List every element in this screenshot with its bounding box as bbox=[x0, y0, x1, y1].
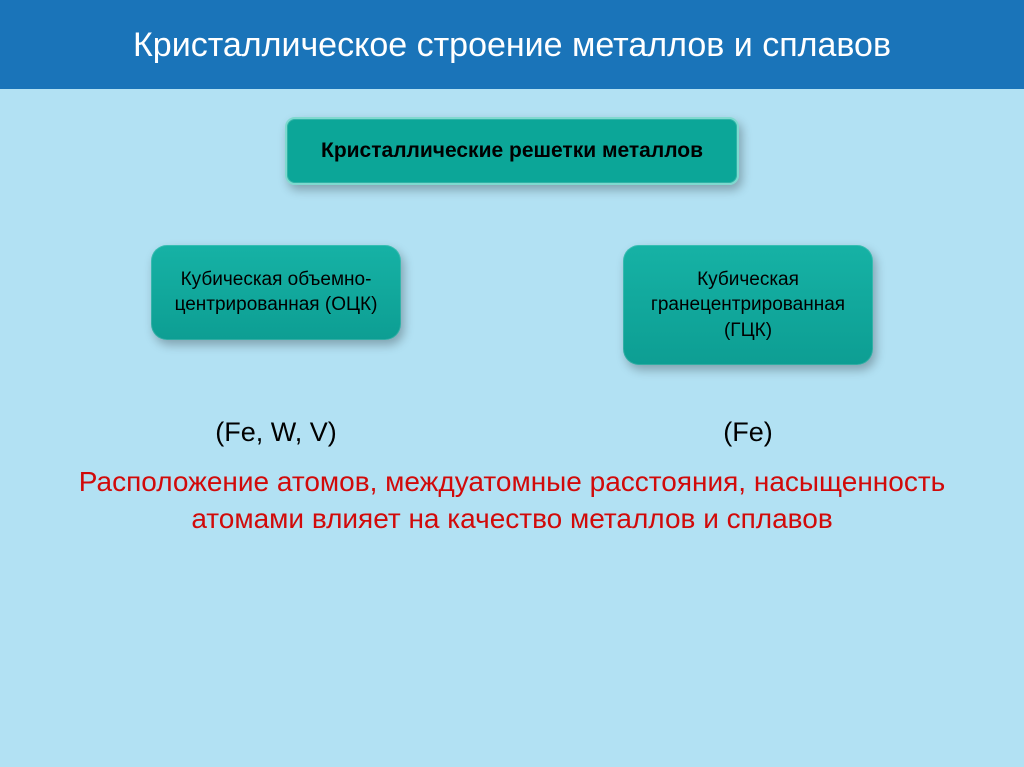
element-labels-row: (Fe, W, V) (Fe) bbox=[40, 417, 984, 448]
slide-body: Кристаллические решетки металлов Кубичес… bbox=[0, 89, 1024, 767]
top-concept-box: Кристаллические решетки металлов bbox=[285, 117, 739, 185]
slide-title: Кристаллическое строение металлов и спла… bbox=[40, 24, 984, 67]
elements-right: (Fe) bbox=[623, 417, 873, 448]
slide-header: Кристаллическое строение металлов и спла… bbox=[0, 0, 1024, 89]
cards-row: Кубическая объемно-центрированная (ОЦК) … bbox=[40, 245, 984, 366]
elements-left: (Fe, W, V) bbox=[151, 417, 401, 448]
slide: Кристаллическое строение металлов и спла… bbox=[0, 0, 1024, 767]
card-right: Кубическая гранецентрированная (ГЦК) bbox=[623, 245, 873, 366]
summary-text: Расположение атомов, междуатомные рассто… bbox=[72, 464, 952, 537]
card-left: Кубическая объемно-центрированная (ОЦК) bbox=[151, 245, 401, 340]
